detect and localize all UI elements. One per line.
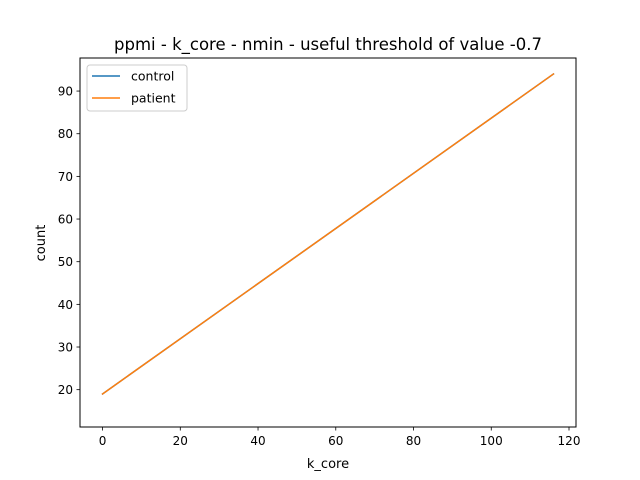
x-tick-label: 120 [558,434,581,448]
chart-title: ppmi - k_core - nmin - useful threshold … [114,35,542,55]
series-layer [101,72,555,395]
y-tick-label: 40 [58,298,73,312]
x-axis-label: k_core [307,457,349,472]
y-axis-ticks: 20 30 40 50 60 70 80 90 [58,85,80,397]
legend-items: control patient [92,69,176,106]
y-tick-label: 60 [58,213,73,227]
y-tick-label: 20 [58,383,73,397]
y-tick-label: 30 [58,341,73,355]
x-tick-label: 20 [173,434,188,448]
plot-frame [79,57,577,428]
series-line-patient [101,72,555,395]
y-axis-label: count [34,225,49,262]
legend: control patient [86,64,188,112]
x-tick-label: 100 [480,434,503,448]
y-tick-label: 70 [58,170,73,184]
legend-label-control: control [131,69,174,84]
x-axis-ticks: 0 20 40 60 80 100 120 [99,427,581,448]
legend-label-patient: patient [131,91,176,106]
y-tick-label: 80 [58,127,73,141]
x-tick-label: 60 [328,434,343,448]
x-tick-label: 40 [250,434,265,448]
x-tick-label: 80 [406,434,421,448]
y-tick-label: 90 [58,85,73,99]
y-tick-label: 50 [58,255,73,269]
x-tick-label: 0 [99,434,107,448]
